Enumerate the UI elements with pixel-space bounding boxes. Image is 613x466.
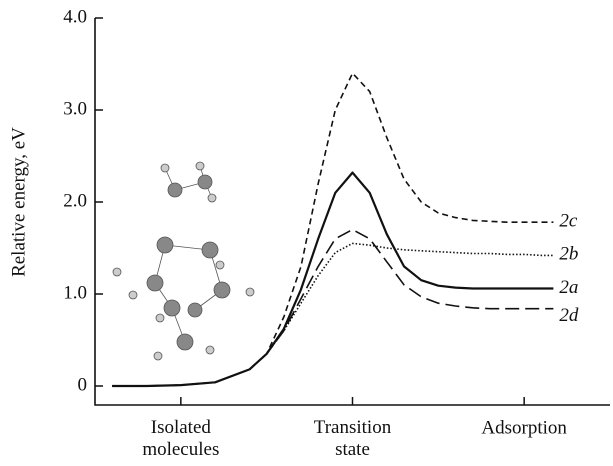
molecule-illustration [112, 161, 255, 361]
energy-curve [112, 242, 554, 387]
curve-label: 2d [559, 305, 579, 326]
x-tick-label: Adsorption [481, 417, 567, 438]
y-tick-label: 1.0 [63, 282, 87, 303]
energy-curve [112, 228, 554, 387]
energy-curve [112, 72, 554, 387]
x-tick-label: Transition state [314, 417, 392, 460]
y-tick-label: 3.0 [63, 98, 87, 119]
energy-curve [112, 171, 554, 388]
y-tick-label: 0 [78, 374, 88, 395]
axis-frame [94, 18, 610, 406]
curve-label: 2b [559, 244, 578, 265]
y-tick-label: 2.0 [63, 190, 87, 211]
y-axis-title: Relative energy, eV [8, 127, 29, 277]
curve-label: 2c [559, 211, 578, 232]
x-tick-label: Isolated molecules [142, 417, 219, 460]
curve-label: 2a [559, 277, 578, 298]
y-tick-label: 4.0 [63, 6, 87, 27]
